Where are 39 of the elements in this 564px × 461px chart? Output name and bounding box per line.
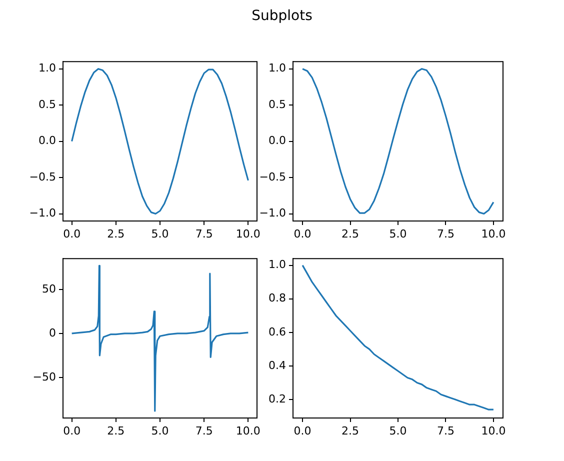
x-tick-label: 10.0 <box>236 227 260 240</box>
y-tick-label: −1.0 <box>29 206 56 220</box>
x-tick-label: 0.0 <box>63 424 81 438</box>
x-tick-label: 2.5 <box>342 424 360 438</box>
x-tick-label: 5.0 <box>151 424 169 438</box>
x-tick-label: 10.0 <box>481 227 506 240</box>
y-tick-label: 0.6 <box>268 325 286 338</box>
y-tick-label: 1.0 <box>268 258 286 272</box>
y-tick-label: 0.5 <box>38 98 56 111</box>
x-tick-label: 10.0 <box>236 424 260 438</box>
x-tick-label: 0.0 <box>294 227 312 240</box>
x-tick-label: 5.0 <box>151 227 169 240</box>
x-tick-label: 2.5 <box>107 424 125 438</box>
x-tick-label: 10.0 <box>481 424 506 438</box>
y-tick-label: −50 <box>32 370 56 384</box>
x-tick-label: 7.5 <box>195 227 213 240</box>
x-tick-label: 5.0 <box>389 227 407 240</box>
y-tick-label: 0 <box>49 326 56 340</box>
y-tick-label: 0.4 <box>268 358 286 372</box>
x-tick-label: 7.5 <box>436 227 454 240</box>
x-tick-label: 2.5 <box>107 227 125 240</box>
y-tick-label: 0.8 <box>268 292 286 305</box>
x-tick-label: 7.5 <box>436 424 454 438</box>
chart-title: Subplots <box>250 8 314 24</box>
y-tick-label: 0.0 <box>38 134 56 148</box>
y-tick-label: 0.0 <box>268 134 286 148</box>
y-tick-label: 0.5 <box>268 98 286 111</box>
y-tick-label: −0.5 <box>29 170 56 184</box>
y-tick-label: 1.0 <box>38 62 56 75</box>
x-tick-label: 0.0 <box>294 424 312 438</box>
y-tick-label: 1.0 <box>268 62 286 75</box>
x-tick-label: 2.5 <box>342 227 360 240</box>
y-tick-label: 50 <box>42 282 56 296</box>
y-tick-label: 0.2 <box>268 392 286 406</box>
x-tick-label: 5.0 <box>389 424 407 438</box>
y-tick-label: −0.5 <box>259 170 286 184</box>
x-tick-label: 0.0 <box>63 227 81 240</box>
x-tick-label: 7.5 <box>195 424 213 438</box>
y-tick-label: −1.0 <box>259 206 286 220</box>
